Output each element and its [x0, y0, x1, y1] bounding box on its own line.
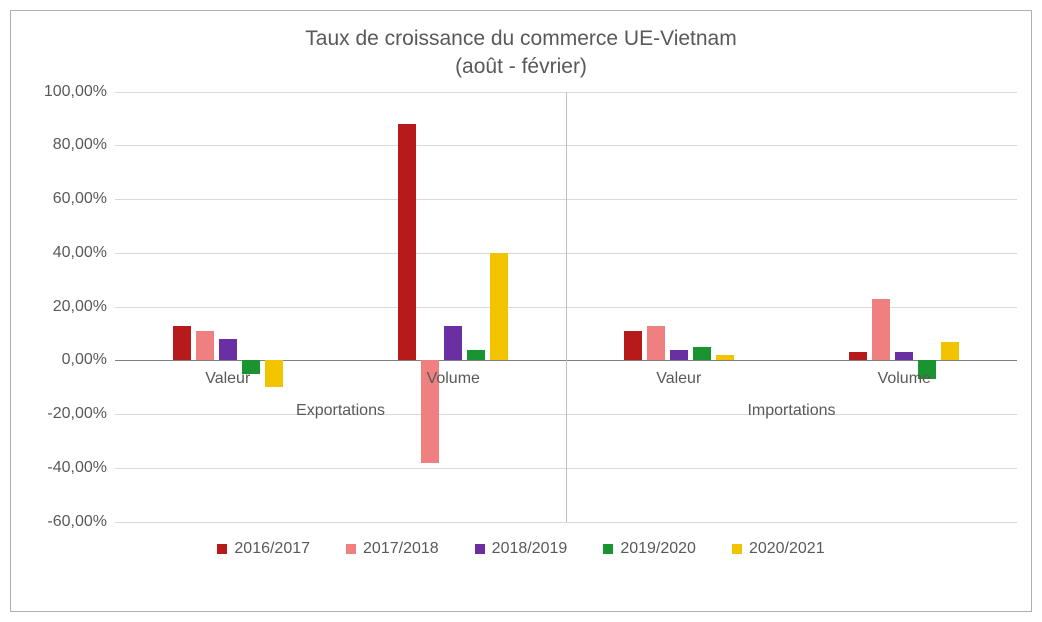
y-tick-label: 20,00% [53, 298, 107, 316]
legend-swatch [732, 544, 742, 554]
chart-container: Taux de croissance du commerce UE-Vietna… [10, 10, 1032, 612]
y-tick-label: 80,00% [53, 136, 107, 154]
bar [444, 326, 462, 361]
y-tick-label: 100,00% [44, 83, 107, 101]
legend-item: 2019/2020 [603, 540, 696, 558]
legend-label: 2016/2017 [234, 540, 310, 558]
x-category-label: Volume [427, 370, 480, 388]
legend-label: 2018/2019 [492, 540, 568, 558]
legend: 2016/2017 2017/2018 2018/2019 2019/2020 2020… [25, 540, 1017, 562]
legend-swatch [217, 544, 227, 554]
legend-swatch [603, 544, 613, 554]
bar [647, 326, 665, 361]
y-tick-label: 0,00% [62, 351, 107, 369]
legend-item: 2020/2021 [732, 540, 825, 558]
chart-title-line-1: Taux de croissance du commerce UE-Vietna… [305, 27, 736, 50]
legend-item: 2018/2019 [475, 540, 568, 558]
x-parent-label: Exportations [296, 402, 385, 420]
bar [895, 352, 913, 360]
x-parent-label: Importations [747, 402, 835, 420]
bar [219, 339, 237, 361]
group-separator [566, 92, 567, 522]
legend-swatch [346, 544, 356, 554]
bar [716, 355, 734, 360]
y-tick-label: 60,00% [53, 190, 107, 208]
y-tick-label: -40,00% [47, 459, 107, 477]
bar [941, 342, 959, 361]
x-category-label: Volume [878, 370, 931, 388]
chart-title-line-2: (août - février) [455, 55, 587, 78]
x-category-label: Valeur [656, 370, 701, 388]
bar [398, 124, 416, 361]
legend-label: 2019/2020 [620, 540, 696, 558]
bar [670, 350, 688, 361]
bar [624, 331, 642, 361]
bar [490, 253, 508, 361]
gridline [115, 522, 1017, 523]
legend-label: 2017/2018 [363, 540, 439, 558]
bar [173, 326, 191, 361]
legend-item: 2017/2018 [346, 540, 439, 558]
bar [693, 347, 711, 360]
plot-area: Valeur Volume Valeur Volume Exportations Impo… [115, 92, 1017, 522]
legend-label: 2020/2021 [749, 540, 825, 558]
y-tick-label: -60,00% [47, 513, 107, 531]
y-axis: 100,00%80,00%60,00%40,00%20,00%0,00%-20,… [25, 92, 115, 522]
legend-swatch [475, 544, 485, 554]
y-tick-label: 40,00% [53, 244, 107, 262]
bar [265, 360, 283, 387]
x-category-label: Valeur [205, 370, 250, 388]
bar [467, 350, 485, 361]
legend-item: 2016/2017 [217, 540, 310, 558]
bar [196, 331, 214, 361]
plot-row: 100,00%80,00%60,00%40,00%20,00%0,00%-20,… [25, 92, 1017, 522]
y-tick-label: -20,00% [47, 405, 107, 423]
chart-title: Taux de croissance du commerce UE-Vietna… [25, 25, 1017, 82]
bar [849, 352, 867, 360]
bar [872, 299, 890, 361]
